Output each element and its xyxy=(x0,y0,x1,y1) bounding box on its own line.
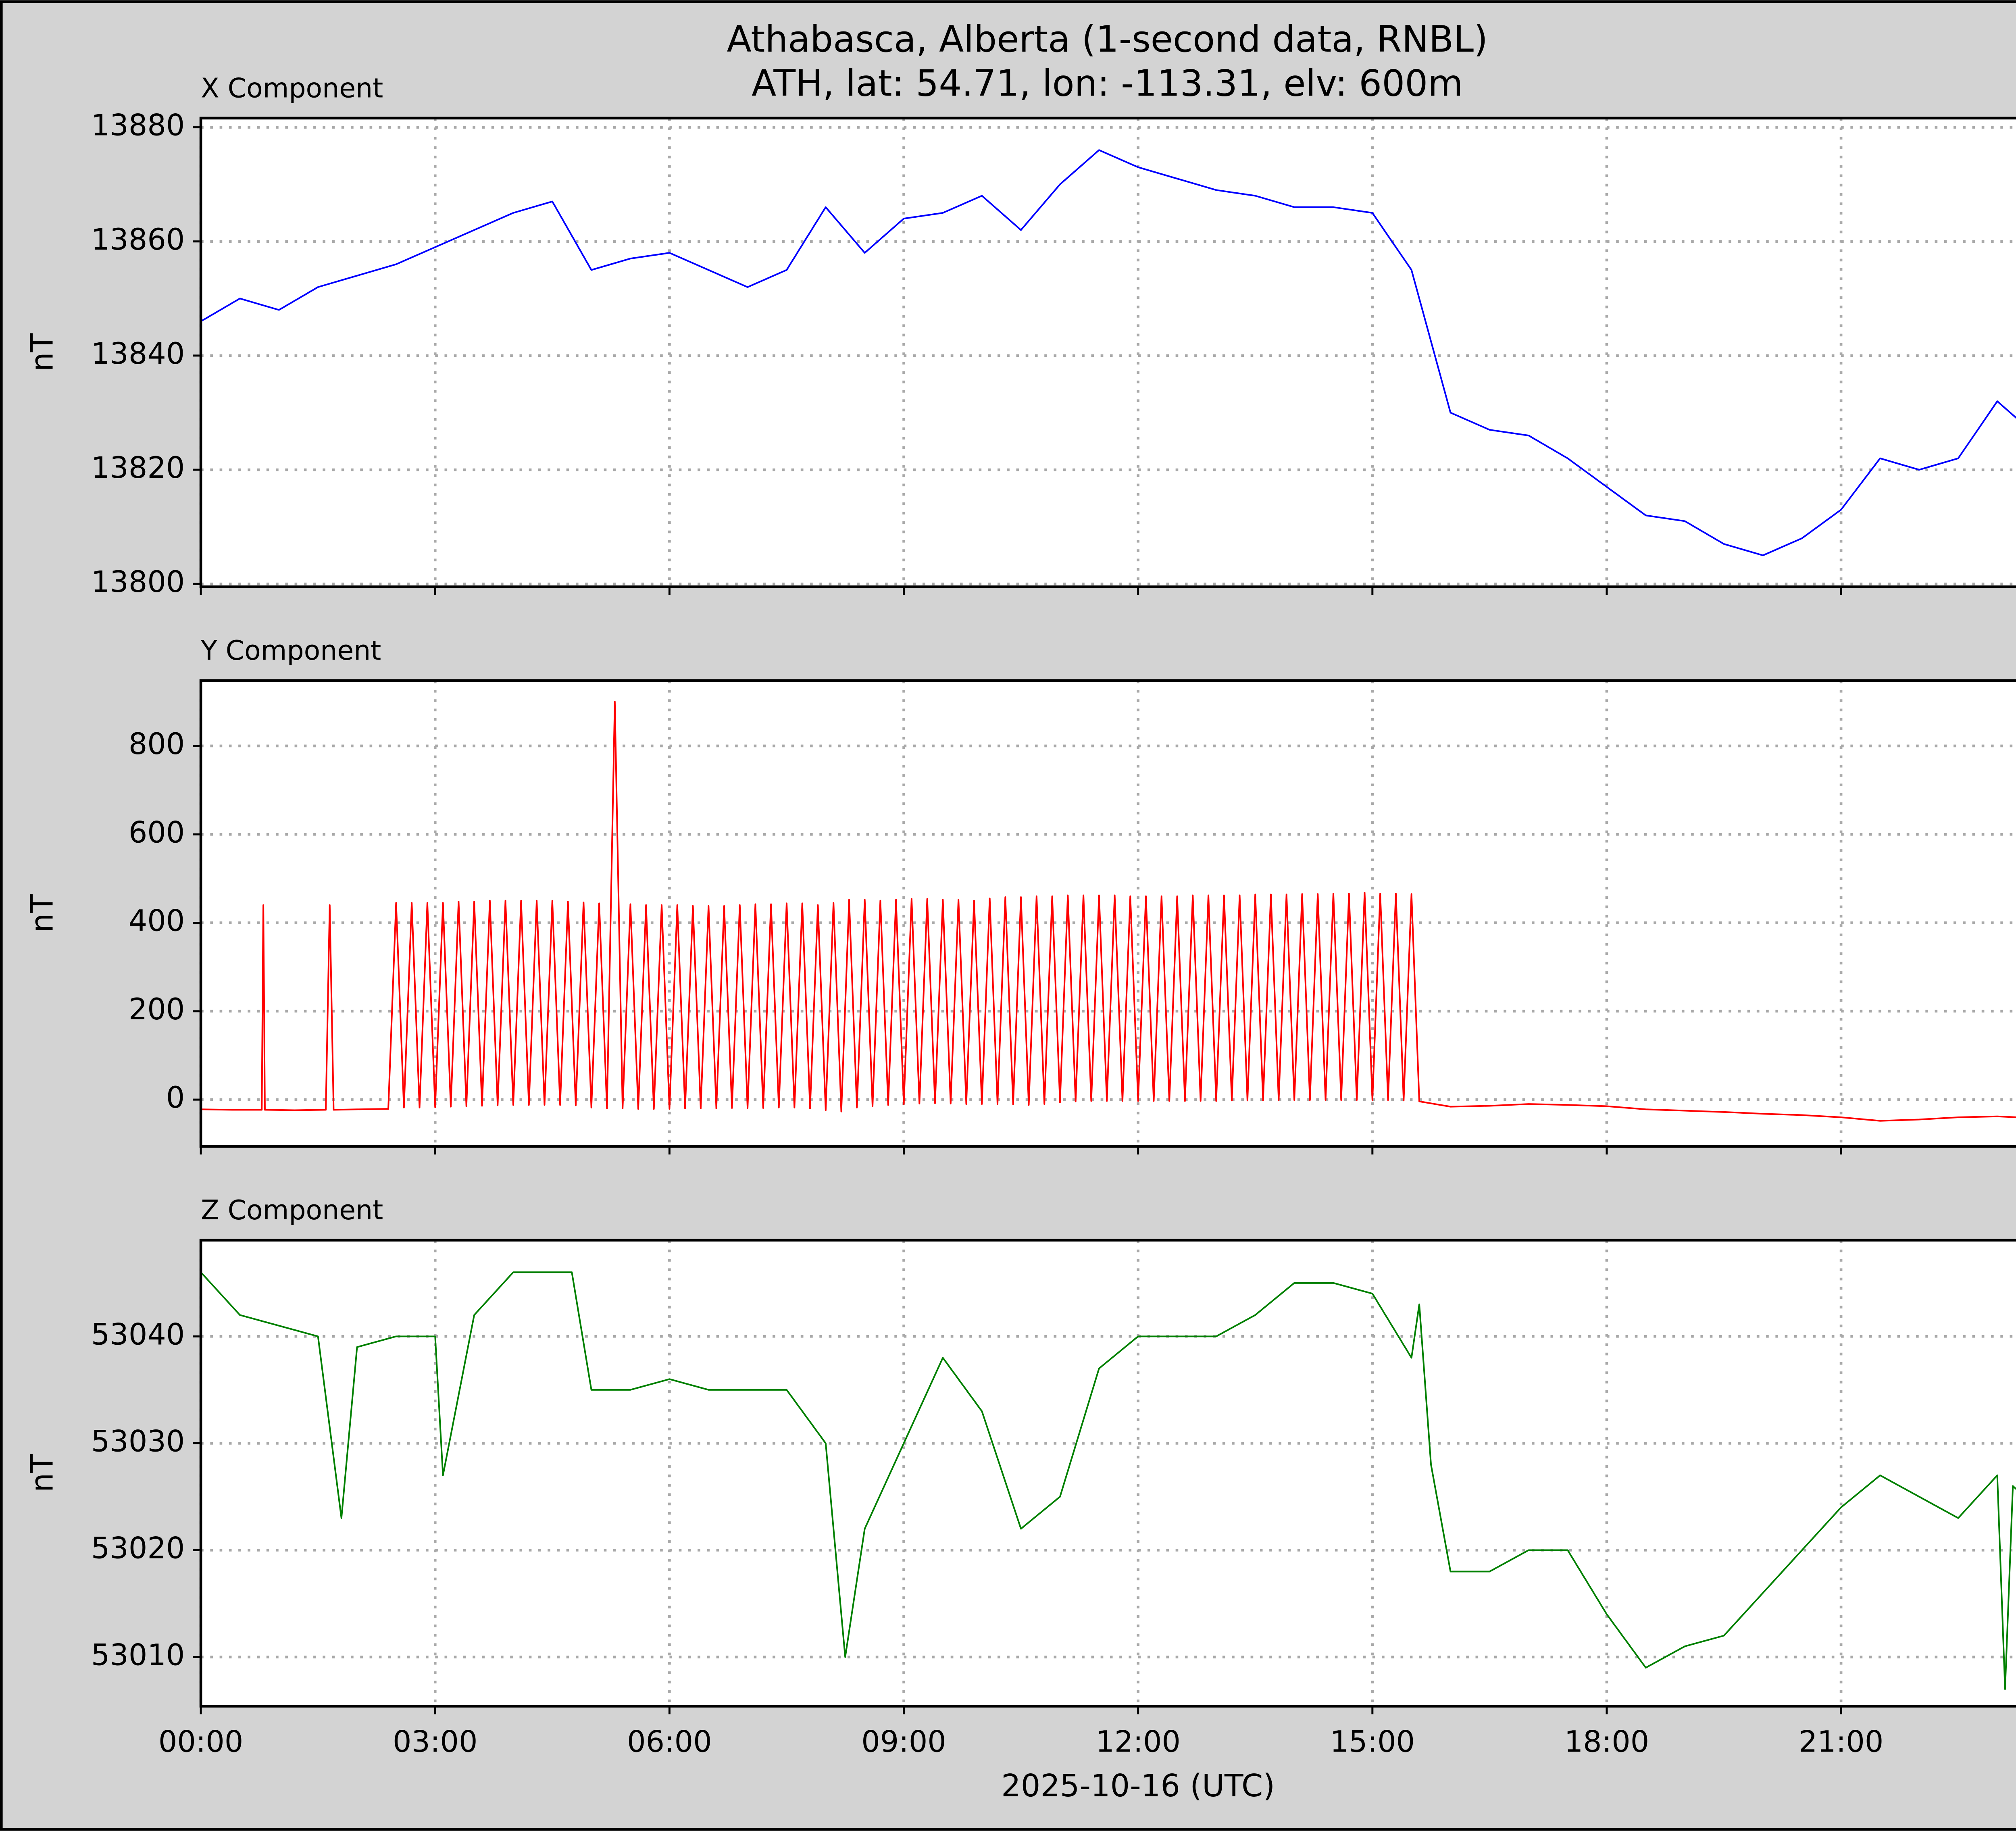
x-tick-label: 15:00 xyxy=(1330,1725,1415,1759)
y-tick-label: 200 xyxy=(129,992,185,1027)
panel-title: X Component xyxy=(201,72,383,104)
data-line xyxy=(200,1271,2016,1690)
data-line xyxy=(200,149,2016,556)
y-tick-label: 400 xyxy=(129,904,185,938)
title-line: ATH, lat: 54.71, lon: -113.31, elv: 600m xyxy=(752,63,1463,105)
plot-frame xyxy=(199,679,2016,1148)
x-tick-label: 12:00 xyxy=(1095,1725,1181,1759)
x-tick-label: 21:00 xyxy=(1799,1725,1884,1759)
y-axis-label: nT xyxy=(25,333,60,371)
x-axis-label: 2025-10-16 (UTC) xyxy=(1001,1768,1275,1804)
y-axis-label: nT xyxy=(25,1454,60,1492)
y-tick-label: 13820 xyxy=(91,451,185,485)
plot-area xyxy=(201,1240,2016,1706)
data-line xyxy=(201,701,2016,1122)
x-tick-label: 09:00 xyxy=(861,1725,946,1759)
y-tick-label: 53010 xyxy=(91,1638,185,1673)
y-axis-label: nT xyxy=(25,894,60,933)
y-tick-label: 53020 xyxy=(91,1531,185,1565)
y-tick-label: 800 xyxy=(129,727,185,761)
y-tick-label: 13880 xyxy=(91,108,185,143)
x-tick-label: 03:00 xyxy=(393,1725,478,1759)
plot-frame xyxy=(199,1239,2016,1708)
y-tick-label: 13800 xyxy=(91,565,185,599)
panel-title: Y Component xyxy=(200,635,381,666)
title-line: Athabasca, Alberta (1-second data, RNBL) xyxy=(727,19,1488,60)
y-tick-label: 53030 xyxy=(91,1424,185,1458)
panel-title: Z Component xyxy=(201,1194,383,1226)
y-tick-label: 600 xyxy=(129,815,185,850)
plot-area xyxy=(201,118,2016,587)
x-tick-label: 18:00 xyxy=(1564,1725,1649,1759)
x-tick-label: 00:00 xyxy=(158,1725,244,1759)
plot-frame xyxy=(199,117,2016,588)
y-tick-label: 0 xyxy=(166,1081,185,1115)
y-tick-label: 53040 xyxy=(91,1317,185,1352)
x-tick-label: 06:00 xyxy=(627,1725,712,1759)
y-tick-label: 13860 xyxy=(91,223,185,257)
y-tick-label: 13840 xyxy=(91,337,185,371)
